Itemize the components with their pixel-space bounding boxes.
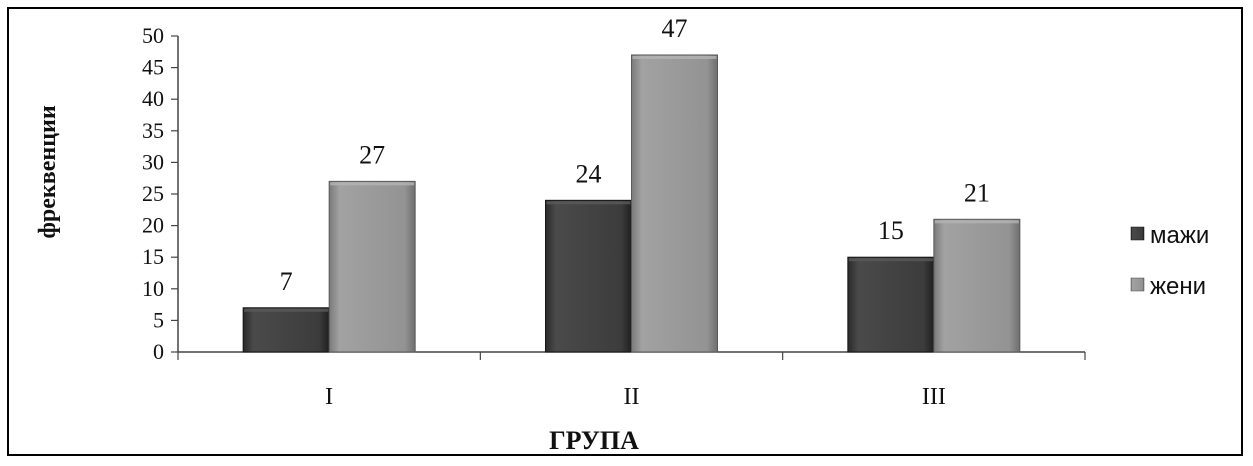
x-tick-label: I: [325, 384, 333, 410]
bar-women-III: [933, 218, 1021, 353]
data-label: 24: [576, 159, 602, 188]
bar-men-I: [242, 307, 330, 353]
bar-men-II: [545, 199, 632, 353]
x-ticks: I II III: [177, 352, 1086, 410]
x-axis-title: ГРУПА: [549, 426, 639, 455]
y-tick-label: 5: [153, 307, 164, 332]
x-tick-label: II: [624, 384, 640, 410]
legend-label-men: мажи: [1150, 222, 1209, 249]
bar-women-II: [631, 54, 718, 353]
y-tick-label: 15: [142, 244, 164, 269]
data-label: 21: [964, 178, 990, 207]
y-ticks: 0 5 10 15 20 25 30 35 40 45 50: [142, 23, 178, 364]
y-axis-title: фреквенции: [35, 105, 61, 239]
x-tick-label: III: [922, 384, 946, 410]
legend-item-women: жени: [1130, 273, 1206, 300]
bar-bevel: [330, 182, 415, 186]
legend-item-men: мажи: [1130, 222, 1209, 249]
legend-label-women: жени: [1150, 273, 1206, 300]
bar-men-III: [847, 256, 935, 353]
bar-bevel: [848, 258, 933, 262]
legend-swatch-women: [1130, 277, 1145, 292]
data-labels: 7 27 24 47 15 21: [280, 14, 990, 296]
y-tick-label: 35: [142, 118, 164, 143]
y-tick-label: 0: [153, 339, 164, 364]
data-label: 15: [878, 216, 904, 245]
legend-swatch-men: [1130, 226, 1145, 241]
y-tick-label: 10: [142, 276, 164, 301]
y-tick-label: 30: [142, 149, 164, 174]
bar-bevel: [546, 201, 631, 205]
y-tick-label: 40: [142, 86, 164, 111]
bar-bevel: [632, 55, 717, 59]
data-label: 47: [662, 14, 688, 43]
bars: [242, 54, 1021, 353]
data-label: 7: [280, 267, 293, 296]
bar-women-I: [328, 180, 416, 353]
bar-bevel: [244, 308, 329, 312]
y-tick-label: 45: [142, 55, 164, 80]
y-tick-label: 50: [142, 23, 164, 48]
bar-bevel: [934, 220, 1019, 224]
legend: мажи жени: [1130, 222, 1209, 300]
y-tick-label: 25: [142, 181, 164, 206]
y-tick-label: 20: [142, 213, 164, 238]
data-label: 27: [359, 140, 385, 169]
